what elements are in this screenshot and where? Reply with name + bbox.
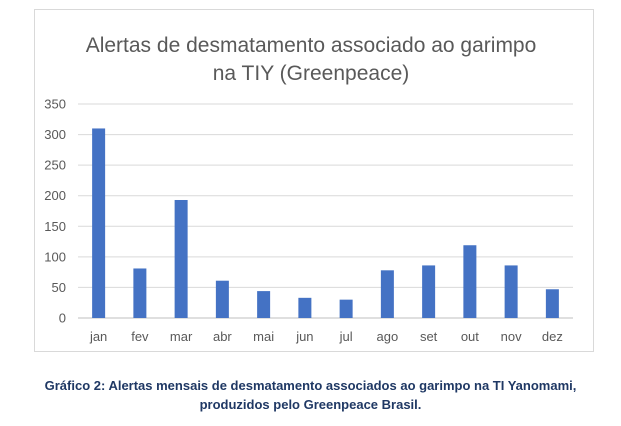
x-axis-ticks: jan fev mar abr mai jun jul ago set out nov dez (89, 329, 563, 344)
x-tick-label-set: set (420, 329, 438, 344)
x-tick-label-jul: jul (339, 329, 353, 344)
chart-title: Alertas de desmatamento associado ao gar… (86, 34, 537, 85)
y-tick-label: 250 (44, 158, 66, 173)
gridlines (78, 103, 573, 319)
y-tick-label: 350 (44, 97, 66, 112)
figure-caption: Gráfico 2: Alertas mensais de desmatamen… (0, 376, 621, 414)
bar-jan (92, 128, 106, 318)
bar-ago (380, 270, 394, 318)
x-tick-label-abr: abr (213, 329, 232, 344)
y-tick-label: 300 (44, 127, 66, 142)
x-tick-label-jan: jan (89, 329, 107, 344)
bar-jun (298, 297, 312, 318)
y-axis-ticks: 0 50 100 150 200 250 300 350 (44, 97, 66, 326)
bar-fev (133, 268, 147, 318)
chart-frame (34, 9, 594, 352)
x-tick-label-fev: fev (131, 329, 149, 344)
x-tick-label-mar: mar (170, 329, 193, 344)
x-tick-label-jun: jun (295, 329, 313, 344)
caption-line-2: produzidos pelo Greenpeace Brasil. (199, 397, 422, 412)
caption-line-1: Gráfico 2: Alertas mensais de desmatamen… (44, 378, 577, 393)
y-tick-label: 100 (44, 249, 66, 264)
bar-mar (174, 199, 188, 318)
x-tick-label-nov: nov (501, 329, 522, 344)
bar-set (422, 265, 436, 318)
x-tick-label-out: out (461, 329, 479, 344)
bar-abr (215, 280, 229, 318)
bars (92, 128, 559, 318)
bar-nov (504, 265, 518, 318)
chart-title-line-2: na TIY (Greenpeace) (213, 62, 410, 85)
x-tick-label-ago: ago (377, 329, 399, 344)
y-tick-label: 150 (44, 219, 66, 234)
y-tick-label: 200 (44, 188, 66, 203)
chart-title-line-1: Alertas de desmatamento associado ao gar… (86, 34, 537, 57)
x-tick-label-dez: dez (542, 329, 563, 344)
x-tick-label-mai: mai (253, 329, 274, 344)
bar-dez (545, 289, 559, 318)
bar-jul (339, 299, 353, 318)
bar-mai (257, 291, 271, 318)
y-tick-label: 0 (59, 311, 66, 326)
y-tick-label: 50 (52, 280, 66, 295)
bar-out (463, 245, 477, 318)
